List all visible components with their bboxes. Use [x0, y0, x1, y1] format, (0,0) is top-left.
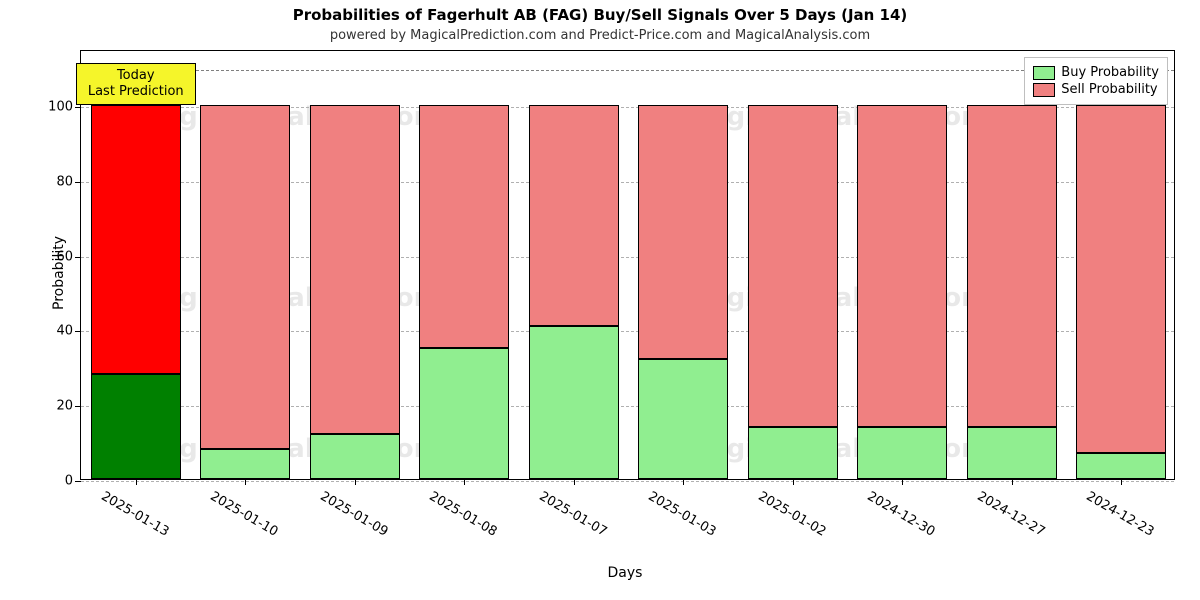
annotation-line1: Today [87, 68, 185, 84]
annotation-line2: Last Prediction [87, 84, 185, 100]
buy-bar [1076, 453, 1166, 479]
y-tick-label: 0 [65, 474, 73, 489]
x-tick-mark [245, 479, 246, 485]
chart-subtitle: powered by MagicalPrediction.com and Pre… [0, 28, 1200, 43]
bar-group [857, 49, 947, 479]
chart-title: Probabilities of Fagerhult AB (FAG) Buy/… [0, 6, 1200, 24]
buy-bar [91, 374, 181, 479]
sell-bar [529, 105, 619, 326]
x-tick-label: 2025-01-10 [208, 489, 281, 540]
x-tick-mark [902, 479, 903, 485]
sell-bar [200, 105, 290, 449]
x-tick-mark [464, 479, 465, 485]
x-tick-mark [574, 479, 575, 485]
sell-bar [419, 105, 509, 348]
plot-area: MagicalAnalysis.comMagicalAnalysis.comMa… [80, 50, 1175, 480]
chart-container: Probabilities of Fagerhult AB (FAG) Buy/… [0, 0, 1200, 600]
bars-layer [81, 51, 1174, 479]
buy-bar [857, 427, 947, 479]
bar-group [748, 49, 838, 479]
bar-group [967, 49, 1057, 479]
x-tick-mark [1012, 479, 1013, 485]
x-tick-label: 2025-01-08 [427, 489, 500, 540]
x-tick-label: 2025-01-02 [755, 489, 828, 540]
y-axis-label: Probability [51, 236, 67, 310]
sell-bar [857, 105, 947, 427]
buy-bar [310, 434, 400, 479]
buy-bar [529, 326, 619, 479]
bar-group [200, 49, 290, 479]
legend-item: Sell Probability [1033, 82, 1159, 97]
x-tick-mark [355, 479, 356, 485]
sell-bar [1076, 105, 1166, 453]
bar-group [419, 49, 509, 479]
x-tick-mark [793, 479, 794, 485]
buy-bar [638, 359, 728, 479]
x-axis-label: Days [608, 565, 643, 581]
x-tick-label: 2025-01-13 [98, 489, 171, 540]
buy-bar [200, 449, 290, 479]
bar-group [310, 49, 400, 479]
legend-label: Buy Probability [1061, 65, 1159, 80]
legend-swatch [1033, 83, 1055, 97]
buy-bar [748, 427, 838, 479]
y-tick-label: 100 [48, 100, 73, 115]
x-tick-label: 2025-01-03 [646, 489, 719, 540]
sell-bar [310, 105, 400, 434]
y-tick-mark [75, 481, 81, 482]
x-tick-mark [683, 479, 684, 485]
legend: Buy Probability Sell Probability [1024, 57, 1168, 105]
sell-bar [638, 105, 728, 359]
bar-group [638, 49, 728, 479]
buy-bar [419, 348, 509, 479]
y-tick-label: 40 [56, 324, 73, 339]
sell-bar [967, 105, 1057, 427]
legend-label: Sell Probability [1061, 82, 1157, 97]
x-tick-label: 2025-01-09 [317, 489, 390, 540]
today-annotation: TodayLast Prediction [76, 63, 196, 106]
x-tick-label: 2024-12-30 [865, 489, 938, 540]
legend-item: Buy Probability [1033, 65, 1159, 80]
x-tick-label: 2025-01-07 [536, 489, 609, 540]
bar-group [1076, 49, 1166, 479]
y-tick-label: 80 [56, 174, 73, 189]
buy-bar [967, 427, 1057, 479]
x-tick-label: 2024-12-27 [974, 489, 1047, 540]
bar-group [91, 49, 181, 479]
legend-swatch [1033, 66, 1055, 80]
sell-bar [91, 105, 181, 374]
x-tick-label: 2024-12-23 [1084, 489, 1157, 540]
x-tick-mark [1121, 479, 1122, 485]
x-tick-mark [136, 479, 137, 485]
bar-group [529, 49, 619, 479]
sell-bar [748, 105, 838, 427]
y-tick-label: 20 [56, 399, 73, 414]
